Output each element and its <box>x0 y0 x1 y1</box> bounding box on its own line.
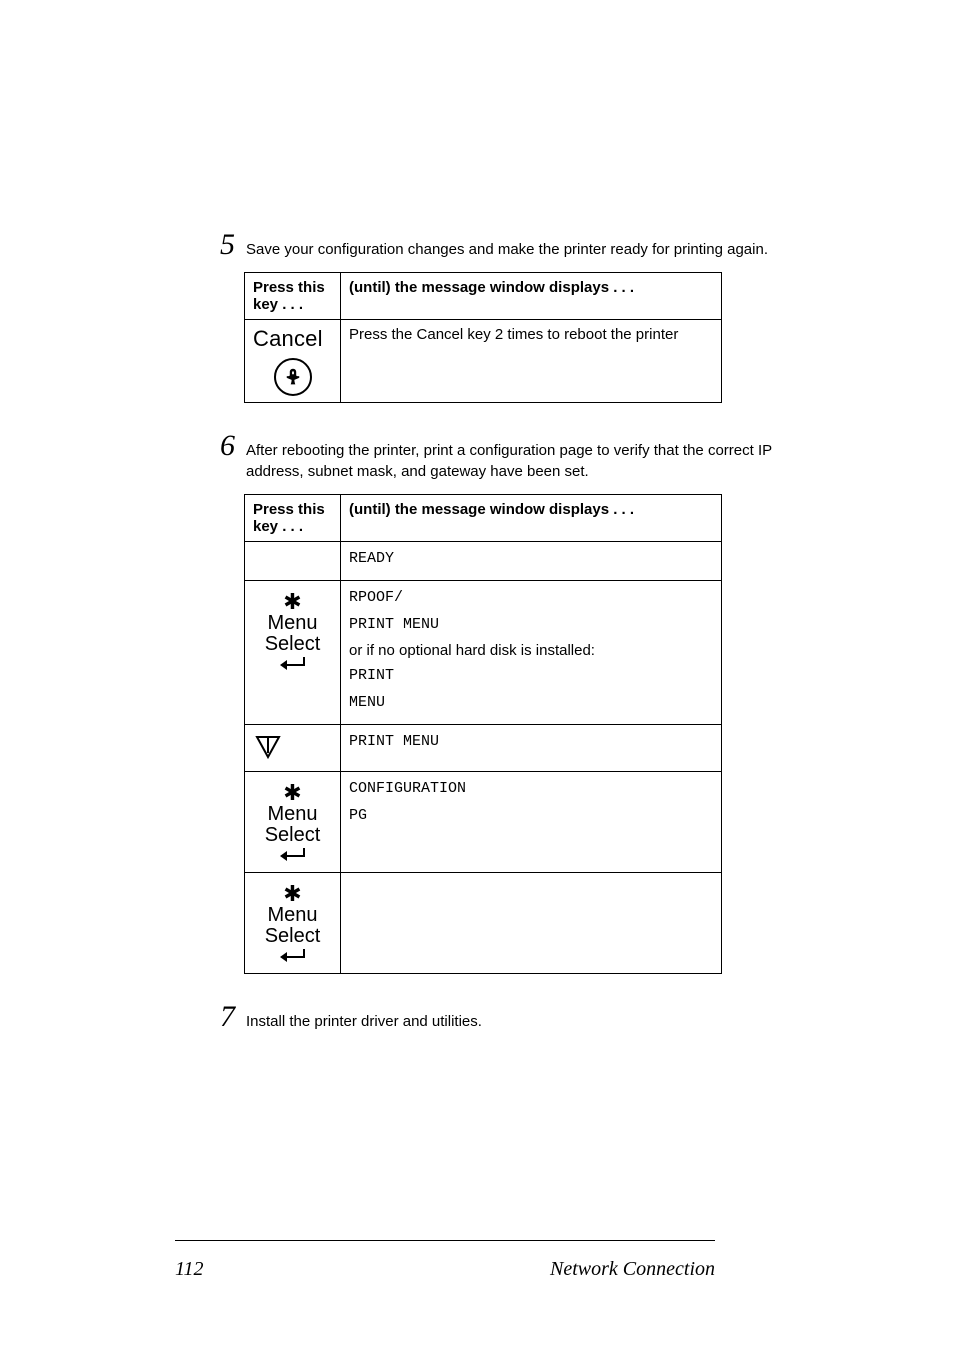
key-cell-menu-select: ✱ Menu Select <box>245 873 341 974</box>
key-cell-menu-select: ✱ Menu Select <box>245 581 341 725</box>
star-icon: ✱ <box>283 782 301 804</box>
ready-msg: READY <box>349 548 713 571</box>
msg-cell: CONFIGURATION PG <box>341 772 722 873</box>
menu-label: Menu <box>267 613 317 634</box>
rpoof-note: or if no optional hard disk is installed… <box>349 642 713 659</box>
menu-label: Menu <box>267 905 317 926</box>
table-row: ✱ Menu Select <box>245 873 722 974</box>
menu-select-key: ✱ Menu Select <box>253 587 332 675</box>
config-line1: CONFIGURATION <box>349 778 713 801</box>
msg-cell-empty <box>341 873 722 974</box>
menu-select-key: ✱ Menu Select <box>253 778 332 866</box>
select-label: Select <box>265 634 321 655</box>
msg-cell: Press the Cancel key 2 times to reboot t… <box>341 320 722 403</box>
footer-rule <box>175 1240 715 1241</box>
select-label: Select <box>265 926 321 947</box>
key-cell-down <box>245 725 341 772</box>
config-line2: PG <box>349 805 713 828</box>
step-7-text: Install the printer driver and utilities… <box>244 1012 482 1032</box>
step-6-number: 6 <box>220 431 244 461</box>
printmenu-msg: PRINT MENU <box>349 731 713 754</box>
step-6-text: After rebooting the printer, print a con… <box>244 441 824 482</box>
page: 5 Save your configuration changes and ma… <box>0 0 954 1351</box>
key-cell-menu-select: ✱ Menu Select <box>245 772 341 873</box>
step-5: 5 Save your configuration changes and ma… <box>220 230 824 260</box>
menu-select-key: ✱ Menu Select <box>253 879 332 967</box>
step-7-number: 7 <box>220 1002 244 1032</box>
table-row: PRINT MENU <box>245 725 722 772</box>
table-header-msg: (until) the message window displays . . … <box>341 494 722 541</box>
msg-cell: PRINT MENU <box>341 725 722 772</box>
star-icon: ✱ <box>283 591 301 613</box>
rpoof-line4: MENU <box>349 692 713 715</box>
step-7: 7 Install the printer driver and utiliti… <box>220 1002 824 1032</box>
msg-cell: RPOOF/ PRINT MENU or if no optional hard… <box>341 581 722 725</box>
table-row: ✱ Menu Select RPOOF/ PRINT MENU or if no… <box>245 581 722 725</box>
page-footer: 112 Network Connection <box>175 1258 715 1281</box>
cancel-icon <box>282 366 304 388</box>
cancel-msg: Press the Cancel key 2 times to reboot t… <box>349 326 713 343</box>
step-5-number: 5 <box>220 230 244 260</box>
table-header-msg: (until) the message window displays . . … <box>341 273 722 320</box>
table-row: ✱ Menu Select CONFIGURATION PG <box>245 772 722 873</box>
msg-cell: READY <box>341 541 722 581</box>
enter-arrow-icon <box>279 655 307 671</box>
rpoof-line3: PRINT <box>349 665 713 688</box>
enter-arrow-icon <box>279 947 307 963</box>
cancel-key-label: Cancel <box>253 326 332 352</box>
down-arrow-icon <box>253 731 283 761</box>
select-label: Select <box>265 825 321 846</box>
cancel-key-icon <box>274 358 312 396</box>
key-cell-empty <box>245 541 341 581</box>
table-header-row: Press this key . . . (until) the message… <box>245 494 722 541</box>
step-5-text: Save your configuration changes and make… <box>244 240 768 260</box>
star-icon: ✱ <box>283 883 301 905</box>
table-header-key: Press this key . . . <box>245 494 341 541</box>
table-row: READY <box>245 541 722 581</box>
rpoof-line1: RPOOF/ <box>349 587 713 610</box>
table-cancel: Press this key . . . (until) the message… <box>244 272 722 403</box>
page-number: 112 <box>175 1258 204 1281</box>
table-header-key: Press this key . . . <box>245 273 341 320</box>
key-cell-cancel: Cancel <box>245 320 341 403</box>
step-6: 6 After rebooting the printer, print a c… <box>220 431 824 482</box>
rpoof-line2: PRINT MENU <box>349 614 713 637</box>
enter-arrow-icon <box>279 846 307 862</box>
table-row: Cancel Press the Cancel key 2 times to r… <box>245 320 722 403</box>
table-header-row: Press this key . . . (until) the message… <box>245 273 722 320</box>
table-config: Press this key . . . (until) the message… <box>244 494 722 975</box>
menu-label: Menu <box>267 804 317 825</box>
section-title: Network Connection <box>550 1258 715 1281</box>
